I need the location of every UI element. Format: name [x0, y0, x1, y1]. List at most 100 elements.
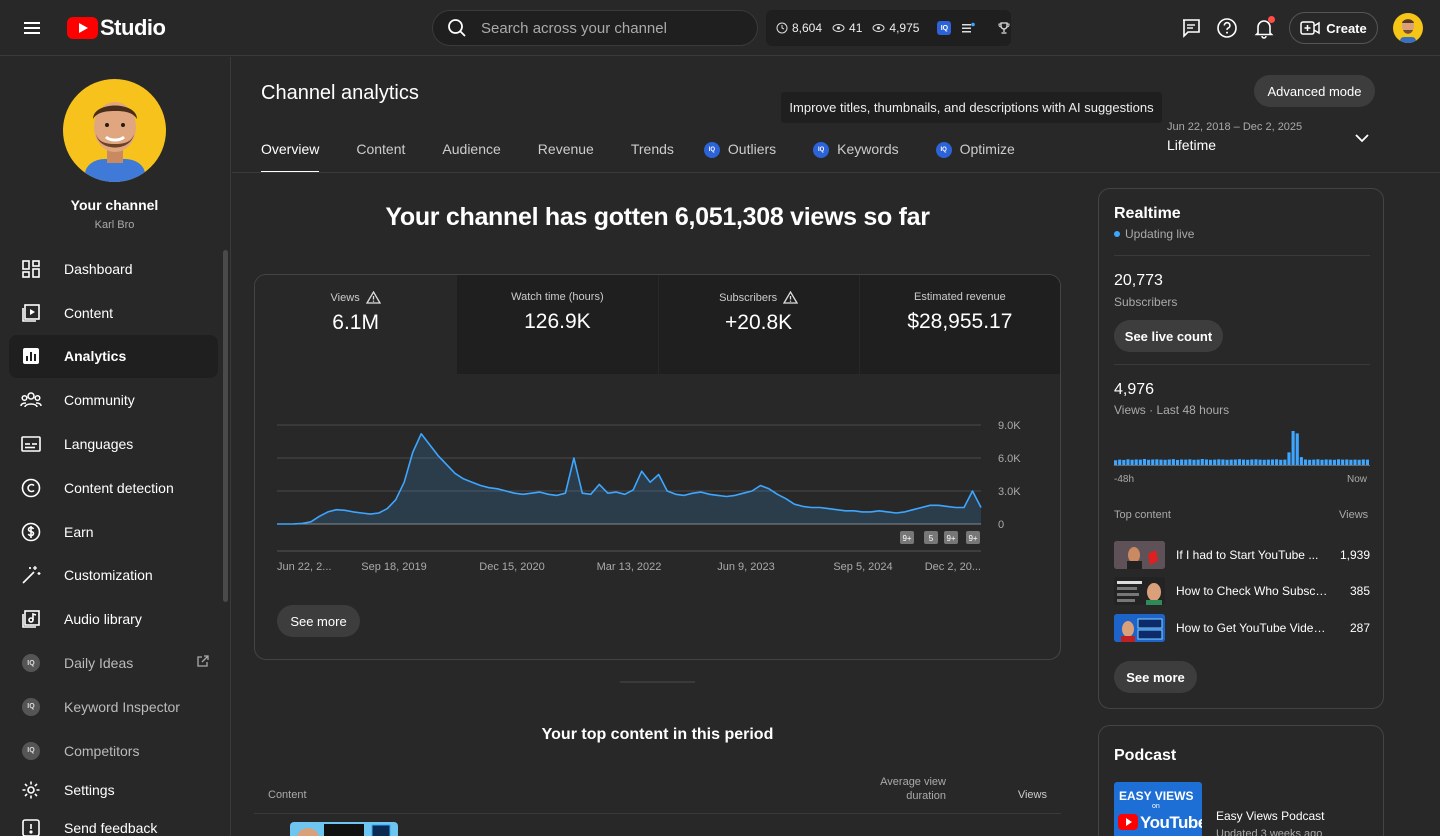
tab-label: Keywords — [837, 141, 899, 157]
video-views: 385 — [1349, 584, 1370, 598]
sidebar-item-label: Customization — [64, 567, 153, 584]
chart-annotation-marker-label: 5 — [929, 534, 934, 543]
sidebar-item-audio-library[interactable]: Audio library — [0, 597, 229, 641]
realtime-bar — [1275, 459, 1279, 465]
realtime-top-content-row[interactable]: If I had to Start YouTube ... 1,939 — [1114, 541, 1370, 569]
realtime-bar — [1270, 459, 1275, 465]
metric-value: 6.1M — [332, 311, 379, 334]
sidebar-item-earn[interactable]: Earn — [0, 510, 229, 554]
sidebar-item-analytics[interactable]: Analytics — [9, 334, 218, 379]
column-header-avg-view-duration[interactable]: Average view duration — [866, 775, 946, 803]
chart-x-tick-label: Jun 9, 2023 — [717, 561, 775, 573]
copyright-icon — [20, 477, 42, 499]
advanced-mode-button[interactable]: Advanced mode — [1254, 75, 1375, 107]
analytics-tabs: Overview Content Audience Revenue Trends… — [261, 141, 1015, 173]
realtime-views-label: Views · Last 48 hours — [1114, 403, 1230, 417]
metric-watch-time[interactable]: Watch time (hours) 126.9K — [456, 275, 658, 374]
realtime-bar — [1336, 459, 1341, 465]
realtime-bar — [1200, 458, 1204, 465]
date-range-picker[interactable]: Jun 22, 2018 – Dec 2, 2025 Lifetime — [1167, 121, 1377, 161]
tab-trends[interactable]: Trends — [631, 141, 674, 173]
tab-optimize[interactable]: IQ Optimize — [935, 141, 1015, 173]
podcast-thumbnail[interactable]: EASY VIEWS on YouTube — [1114, 782, 1202, 836]
sidebar-item-competitors[interactable]: IQ Competitors — [0, 729, 229, 773]
sidebar-item-content-detection[interactable]: Content detection — [0, 466, 229, 510]
realtime-bar — [1279, 459, 1283, 465]
channel-name[interactable]: Your channel — [70, 197, 159, 213]
realtime-bar — [1233, 459, 1237, 465]
chart-y-tick-label: 9.0K — [998, 420, 1021, 432]
sidebar-item-settings[interactable]: Settings — [0, 773, 229, 807]
sidebar-item-label: Keyword Inspector — [64, 698, 180, 715]
metric-views[interactable]: Views 6.1M — [255, 275, 457, 374]
sidebar-item-dashboard[interactable]: Dashboard — [0, 247, 229, 291]
help-button[interactable] — [1211, 12, 1243, 44]
notifications-button[interactable] — [1248, 12, 1280, 44]
ai-suggestions-tooltip: Improve titles, thumbnails, and descript… — [781, 92, 1162, 123]
eye-icon — [832, 24, 845, 32]
sidebar-item-customization[interactable]: Customization — [0, 554, 229, 598]
column-header-views[interactable]: Views — [1017, 789, 1047, 801]
top-content-thumbnail[interactable] — [290, 822, 398, 836]
video-thumbnail — [1114, 541, 1165, 569]
see-live-count-button[interactable]: See live count — [1114, 320, 1223, 352]
realtime-see-more-button[interactable]: See more — [1114, 661, 1197, 693]
realtime-bar — [1308, 459, 1312, 465]
realtime-bar — [1155, 459, 1159, 465]
sidebar-scrollbar[interactable] — [223, 250, 228, 602]
eye-icon — [872, 24, 885, 32]
bell-icon — [1254, 20, 1274, 39]
vidiq-button[interactable]: IQ — [937, 21, 952, 35]
tab-revenue[interactable]: Revenue — [538, 141, 594, 173]
sidebar-item-label: Languages — [64, 436, 134, 453]
tab-overview[interactable]: Overview — [261, 141, 320, 173]
search-box[interactable] — [432, 10, 758, 46]
channel-avatar[interactable] — [63, 79, 166, 182]
realtime-bar — [1221, 459, 1225, 465]
realtime-bar — [1126, 459, 1130, 465]
metric-subscribers[interactable]: Subscribers +20.8K — [657, 275, 859, 374]
date-range-label: Lifetime — [1167, 137, 1217, 153]
messages-button[interactable] — [1175, 12, 1207, 44]
realtime-bar — [1357, 459, 1361, 465]
chart-annotation-marker — [924, 531, 938, 544]
realtime-bar — [1208, 459, 1213, 465]
card-divider — [1114, 364, 1370, 365]
vidiq-menu-button[interactable] — [961, 22, 979, 34]
see-more-button[interactable]: See more — [277, 605, 360, 637]
podcast-name[interactable]: Easy Views Podcast — [1216, 809, 1325, 823]
tab-keywords[interactable]: IQ Keywords — [813, 141, 899, 173]
realtime-bar — [1196, 459, 1200, 465]
realtime-bar — [1114, 460, 1118, 465]
search-input[interactable] — [481, 19, 741, 37]
sidebar-item-send-feedback[interactable]: Send feedback — [0, 807, 229, 836]
tab-audience[interactable]: Audience — [442, 141, 500, 173]
chart-annotation-marker — [944, 531, 958, 544]
youtube-logo-icon — [67, 17, 98, 39]
trophy-button[interactable] — [997, 21, 1015, 35]
realtime-bar — [1130, 459, 1134, 465]
tab-outliers[interactable]: IQ Outliers — [703, 141, 776, 173]
chart-annotation-marker — [900, 531, 914, 544]
vidiq-stats-bar[interactable]: 8,604 41 4,975 IQ — [766, 10, 1011, 46]
metric-revenue[interactable]: Estimated revenue $28,955.17 — [858, 275, 1060, 374]
account-avatar[interactable] — [1393, 13, 1423, 43]
menu-icon[interactable] — [18, 14, 46, 42]
studio-logo[interactable]: Studio — [67, 14, 166, 42]
subs-stat: 41 — [832, 21, 862, 35]
realtime-views-bar-chart[interactable] — [1114, 429, 1370, 469]
sidebar-item-keyword-inspector[interactable]: IQ Keyword Inspector — [0, 685, 229, 729]
sidebar-item-content[interactable]: Content — [0, 291, 229, 335]
sidebar-item-daily-ideas[interactable]: IQ Daily Ideas — [0, 641, 229, 685]
realtime-top-content-row[interactable]: How to Check Who Subscri... 385 — [1114, 577, 1370, 605]
chart-x-tick-label: Dec 15, 2020 — [479, 561, 544, 573]
sidebar-item-community[interactable]: Community — [0, 378, 229, 422]
tab-content[interactable]: Content — [356, 141, 405, 173]
create-button[interactable]: Create — [1289, 12, 1378, 44]
realtime-top-content-row[interactable]: How to Get YouTube Video... 287 — [1114, 614, 1370, 642]
live-dot — [1114, 231, 1120, 237]
sidebar-item-languages[interactable]: Languages — [0, 422, 229, 466]
realtime-card: Realtime Updating live 20,773 Subscriber… — [1098, 188, 1384, 709]
chart-annotation-marker-label: 9+ — [968, 534, 977, 543]
views-line-chart[interactable]: 9.0K 6.0K 3.0K 0 9+ 5 9+ 9+ Jun 22, 2... Sep 18, … — [255, 374, 1060, 594]
